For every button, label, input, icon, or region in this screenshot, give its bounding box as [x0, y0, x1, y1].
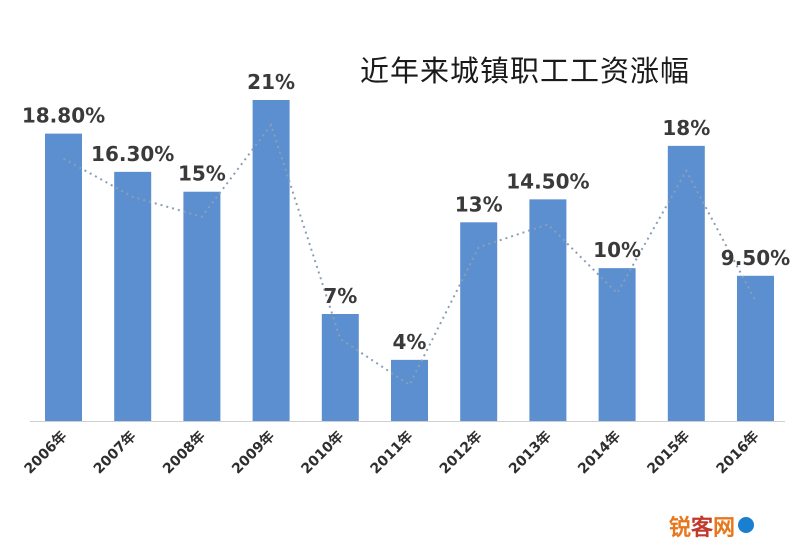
trend-line-group [63, 122, 757, 387]
x-tick-label: 2006年 [21, 428, 70, 477]
data-label: 21% [247, 70, 295, 94]
data-label: 7% [323, 284, 357, 308]
data-labels-group: 18.80% 16.30%15% 21% 7% 4% 13%14.50% 10% 18% 9.5… [22, 70, 790, 354]
x-tick-label: 2012年 [436, 428, 485, 477]
data-label: 15% [178, 162, 226, 186]
data-label: 13% [455, 192, 503, 216]
x-tick-label: 2013年 [505, 428, 554, 477]
data-label: 10% [593, 238, 641, 262]
data-label: 16.30% [91, 142, 174, 166]
bars-group [45, 100, 774, 421]
chart-title: 近年来城镇职工工资涨幅 [360, 54, 691, 88]
x-tick-label: 2009年 [228, 428, 277, 477]
bar-2016年 [737, 275, 774, 421]
bar-2010年 [321, 314, 359, 421]
x-tick-label: 2008年 [159, 428, 208, 477]
x-tick-label: 2007年 [90, 428, 139, 477]
data-label: 18.80% [22, 104, 105, 128]
data-label: 4% [393, 330, 427, 354]
trend-line [63, 122, 757, 387]
bar-2006年 [45, 133, 82, 421]
bar-2009年 [252, 100, 290, 421]
x-tick-label: 2014年 [574, 428, 623, 477]
bar-2014年 [598, 268, 636, 421]
bar-2013年 [529, 199, 567, 421]
x-tick-label: 2010年 [298, 428, 347, 477]
x-tick-label: 2011年 [367, 428, 416, 477]
data-label: 18% [662, 116, 710, 140]
x-tick-label: 2016年 [713, 428, 762, 477]
watermark-circle-icon [738, 517, 754, 533]
x-tick-labels-group: 2006年 2007年 2008年 2009年 2010年 2011年 2012年 2013年… [21, 428, 762, 477]
data-label: 9.50% [721, 246, 790, 270]
bar-2008年 [183, 191, 221, 421]
data-label: 14.50% [506, 169, 589, 193]
bar-2012年 [460, 222, 498, 421]
bar-2011年 [391, 359, 428, 421]
bar-2007年 [114, 171, 152, 421]
watermark-logo: 锐客网 [669, 510, 754, 542]
bar-2015年 [667, 145, 705, 421]
x-tick-label: 2015年 [644, 428, 693, 477]
